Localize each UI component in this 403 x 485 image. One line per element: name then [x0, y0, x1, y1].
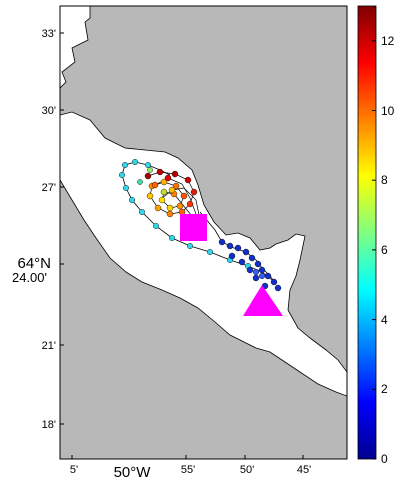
colorbar-tick-label: 12	[381, 34, 395, 48]
colorbar-gradient	[357, 5, 377, 460]
lat-degree-label: 64°N	[17, 255, 51, 272]
mid-blue-points	[252, 269, 266, 280]
fjord-water-main	[60, 111, 347, 397]
lat-tick-label: 30'	[42, 105, 56, 117]
warm-points	[137, 167, 198, 218]
colorbar-ticks: 0 2 4 6 8 10 12	[372, 34, 395, 466]
lat-tick-label: 33'	[42, 28, 56, 40]
colorbar-tick-label: 2	[381, 382, 388, 396]
lat-axis: 33' 30' 27' 64°N 24.00' 21' 18'	[12, 28, 64, 431]
map-frame	[59, 5, 348, 460]
triangle-marker	[243, 285, 283, 316]
colorbar-tick-label: 10	[381, 104, 395, 118]
colorbar: 0 2 4 6 8 10 12	[357, 5, 395, 466]
square-marker	[180, 214, 207, 241]
lon-tick-label: 50'	[240, 464, 254, 476]
colorbar-tick-label: 6	[381, 243, 388, 257]
colorbar-tick-label: 4	[381, 313, 388, 327]
lat-tick-label: 24.00'	[12, 270, 47, 285]
lon-axis: 5' 50°W 55' 50' 45'	[70, 455, 311, 481]
lon-tick-label: 55'	[181, 464, 195, 476]
track-overlay	[118, 158, 283, 316]
fjord-water	[60, 6, 91, 89]
lon-degree-label: 50°W	[114, 464, 152, 481]
map-panel	[60, 6, 347, 459]
lat-tick-label: 21'	[42, 340, 56, 352]
lat-tick-label: 27'	[42, 182, 56, 194]
blue-points	[218, 238, 282, 292]
lon-tick-label: 5'	[70, 464, 78, 476]
colorbar-tick-label: 0	[381, 452, 388, 466]
lon-tick-label: 45'	[297, 464, 311, 476]
colorbar-tick-label: 8	[381, 173, 388, 187]
cyan-points	[118, 158, 251, 270]
lat-tick-label: 18'	[42, 419, 56, 431]
